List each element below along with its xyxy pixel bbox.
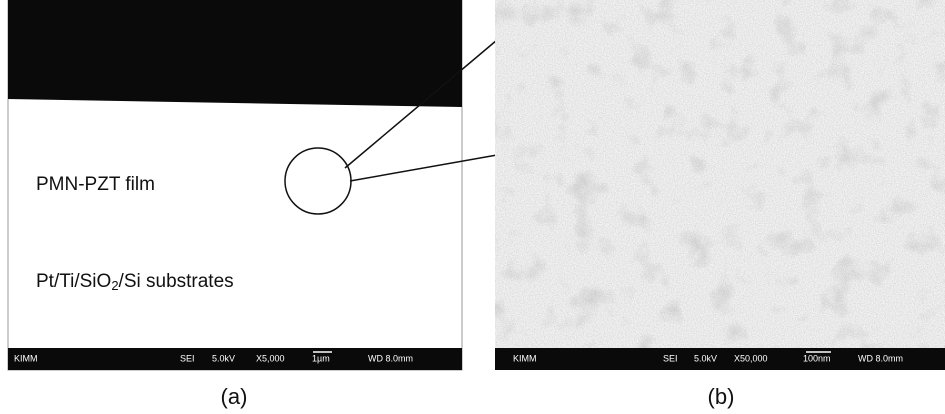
info-bar-text: X5,000 xyxy=(256,353,285,363)
panel-b: KIMM SEI 5.0kV X50,000 100nm WD 8.0mm xyxy=(495,0,945,370)
info-bar-text: X50,000 xyxy=(734,353,768,363)
info-bar-text: KIMM xyxy=(14,353,38,363)
film-top-dark-region xyxy=(8,0,462,107)
figure: PMN-PZT film Pt/Ti/SiO2/Si substrates KI… xyxy=(0,0,945,414)
caption: (b) xyxy=(708,384,735,409)
info-bar-text: KIMM xyxy=(513,353,537,363)
panel-a: PMN-PZT film Pt/Ti/SiO2/Si substrates KI… xyxy=(8,0,462,370)
info-bar-text: WD 8.0mm xyxy=(368,353,413,363)
info-bar-text: 1µm xyxy=(312,353,330,363)
substrate-label-part: /Si substrates xyxy=(119,271,234,292)
info-bar-text: 5.0kV xyxy=(694,353,717,363)
sem-texture xyxy=(495,0,945,348)
info-bar-text: 5.0kV xyxy=(212,353,235,363)
info-bar-text: SEI xyxy=(180,353,195,363)
substrate-label: Pt/Ti/SiO2/Si substrates xyxy=(36,271,234,293)
substrate-label-subscript: 2 xyxy=(111,278,118,293)
info-bar-text: SEI xyxy=(663,353,678,363)
figure-svg: PMN-PZT film Pt/Ti/SiO2/Si substrates KI… xyxy=(0,0,945,414)
substrate-label-part: Pt/Ti/SiO xyxy=(36,271,111,292)
film-label: PMN-PZT film xyxy=(36,174,155,195)
info-bar-text: 100nm xyxy=(803,353,831,363)
info-bar-text: WD 8.0mm xyxy=(858,353,903,363)
caption: (a) xyxy=(221,384,248,409)
